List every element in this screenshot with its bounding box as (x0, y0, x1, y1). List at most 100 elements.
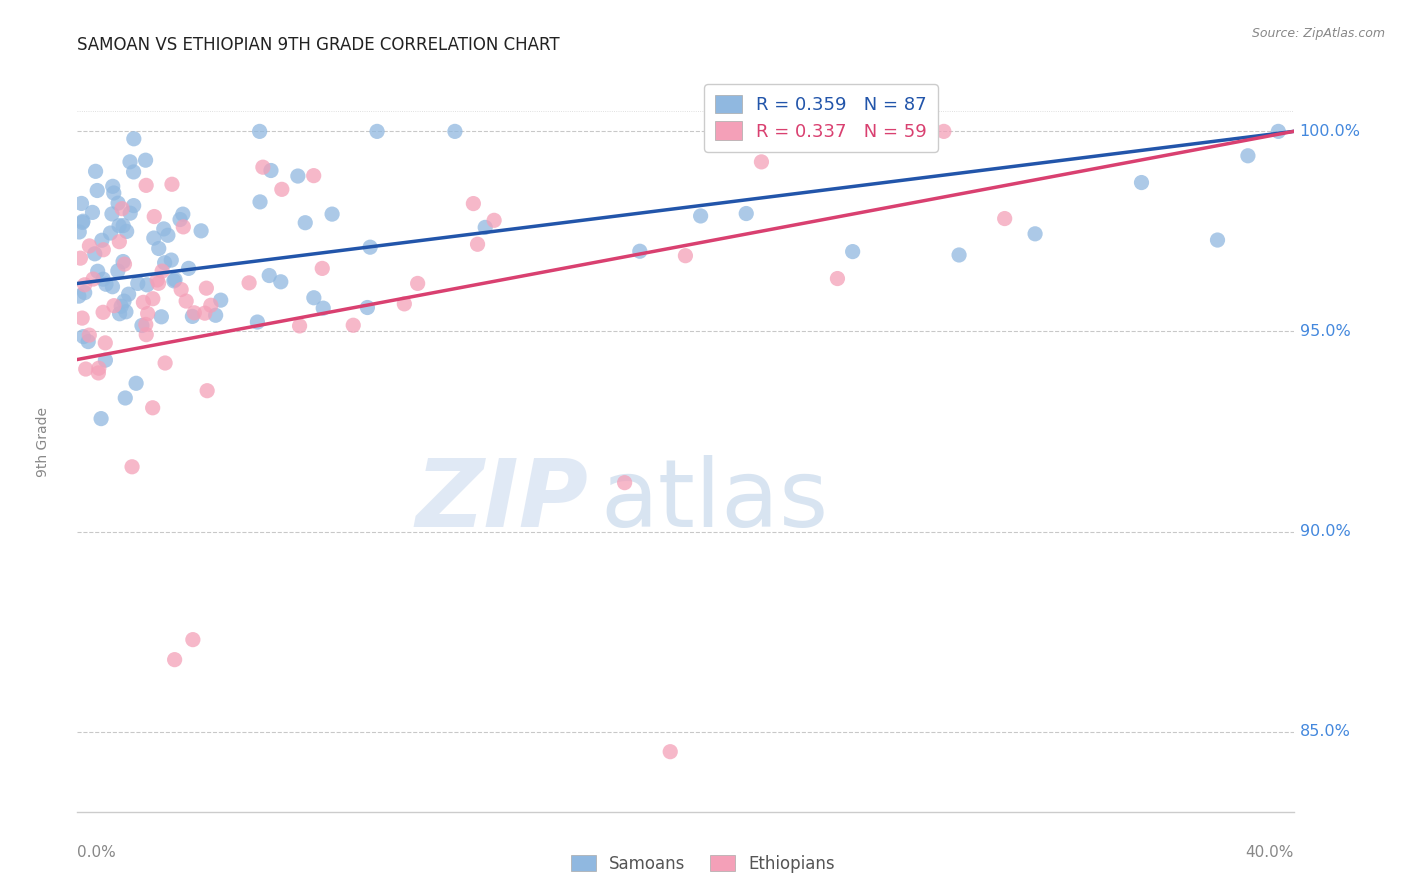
Point (195, 384, 218, 398)
Point (463, 196, 485, 211)
Point (132, 295, 155, 310)
Point (107, 264, 129, 278)
Point (94, 277, 117, 292)
Text: atlas: atlas (600, 455, 828, 547)
Point (135, 327, 157, 342)
Point (209, 293, 232, 308)
Point (163, 273, 186, 287)
Point (142, 292, 165, 306)
Point (112, 254, 135, 268)
Point (136, 277, 159, 292)
Point (101, 179, 124, 194)
Point (148, 277, 170, 291)
Text: 100.0%: 100.0% (1299, 124, 1361, 139)
Point (75, 362, 97, 376)
Point (735, 206, 758, 220)
Point (91, 305, 114, 319)
Point (257, 268, 280, 283)
Point (181, 310, 204, 324)
Point (827, 271, 849, 285)
Point (994, 211, 1017, 226)
Point (153, 356, 176, 370)
Point (160, 178, 183, 192)
Point (238, 276, 260, 290)
Point (101, 279, 124, 293)
Point (83, 247, 105, 261)
Point (474, 220, 496, 235)
Point (91, 243, 114, 257)
Point (613, 475, 636, 490)
Point (172, 219, 194, 234)
Point (1206, 233, 1229, 247)
Point (100, 226, 122, 240)
Point (67, 225, 90, 239)
Point (90, 233, 112, 247)
Point (321, 207, 343, 221)
Point (72, 215, 94, 229)
Point (73, 277, 96, 292)
Point (659, 745, 682, 759)
Point (302, 169, 325, 183)
Point (204, 308, 226, 322)
Point (311, 261, 333, 276)
Point (122, 198, 145, 212)
Point (359, 240, 381, 254)
Point (73, 285, 96, 300)
Point (252, 160, 274, 174)
Point (444, 124, 467, 138)
Point (156, 228, 179, 243)
Point (103, 299, 125, 313)
Point (249, 124, 271, 138)
Point (111, 202, 134, 216)
Point (932, 124, 955, 138)
Point (79, 239, 101, 253)
Point (86, 264, 108, 278)
Point (108, 235, 131, 249)
Point (288, 318, 311, 333)
Point (135, 178, 157, 193)
Point (689, 209, 711, 223)
Point (312, 301, 335, 315)
Text: SAMOAN VS ETHIOPIAN 9TH GRADE CORRELATION CHART: SAMOAN VS ETHIOPIAN 9TH GRADE CORRELATIO… (77, 36, 560, 54)
Point (270, 182, 292, 196)
Point (114, 257, 136, 271)
Text: Source: ZipAtlas.com: Source: ZipAtlas.com (1251, 27, 1385, 40)
Point (841, 244, 863, 259)
Point (101, 207, 124, 221)
Point (115, 224, 138, 238)
Point (87, 366, 110, 380)
Point (172, 207, 194, 221)
Point (67, 289, 90, 303)
Point (108, 219, 131, 233)
Point (118, 154, 141, 169)
Point (174, 294, 197, 309)
Point (69, 251, 91, 265)
Point (112, 219, 135, 233)
Point (115, 305, 138, 319)
Text: 85.0%: 85.0% (1299, 724, 1351, 739)
Point (135, 318, 157, 332)
Point (160, 253, 183, 268)
Point (152, 222, 174, 236)
Point (194, 306, 217, 320)
Point (169, 212, 191, 227)
Point (1267, 124, 1289, 138)
Point (142, 231, 165, 245)
Point (91, 272, 114, 286)
Point (135, 153, 157, 168)
Point (294, 216, 316, 230)
Point (82, 272, 104, 286)
Point (70, 196, 93, 211)
Point (87, 361, 110, 376)
Point (260, 163, 283, 178)
Point (77, 334, 100, 349)
Point (153, 256, 176, 270)
Point (1130, 176, 1153, 190)
Point (146, 273, 169, 287)
Point (482, 213, 505, 227)
Point (181, 632, 204, 647)
Legend: R = 0.359   N = 87, R = 0.337   N = 59: R = 0.359 N = 87, R = 0.337 N = 59 (704, 84, 938, 152)
Point (84, 164, 107, 178)
Point (120, 206, 142, 220)
Text: ZIP: ZIP (415, 455, 588, 547)
